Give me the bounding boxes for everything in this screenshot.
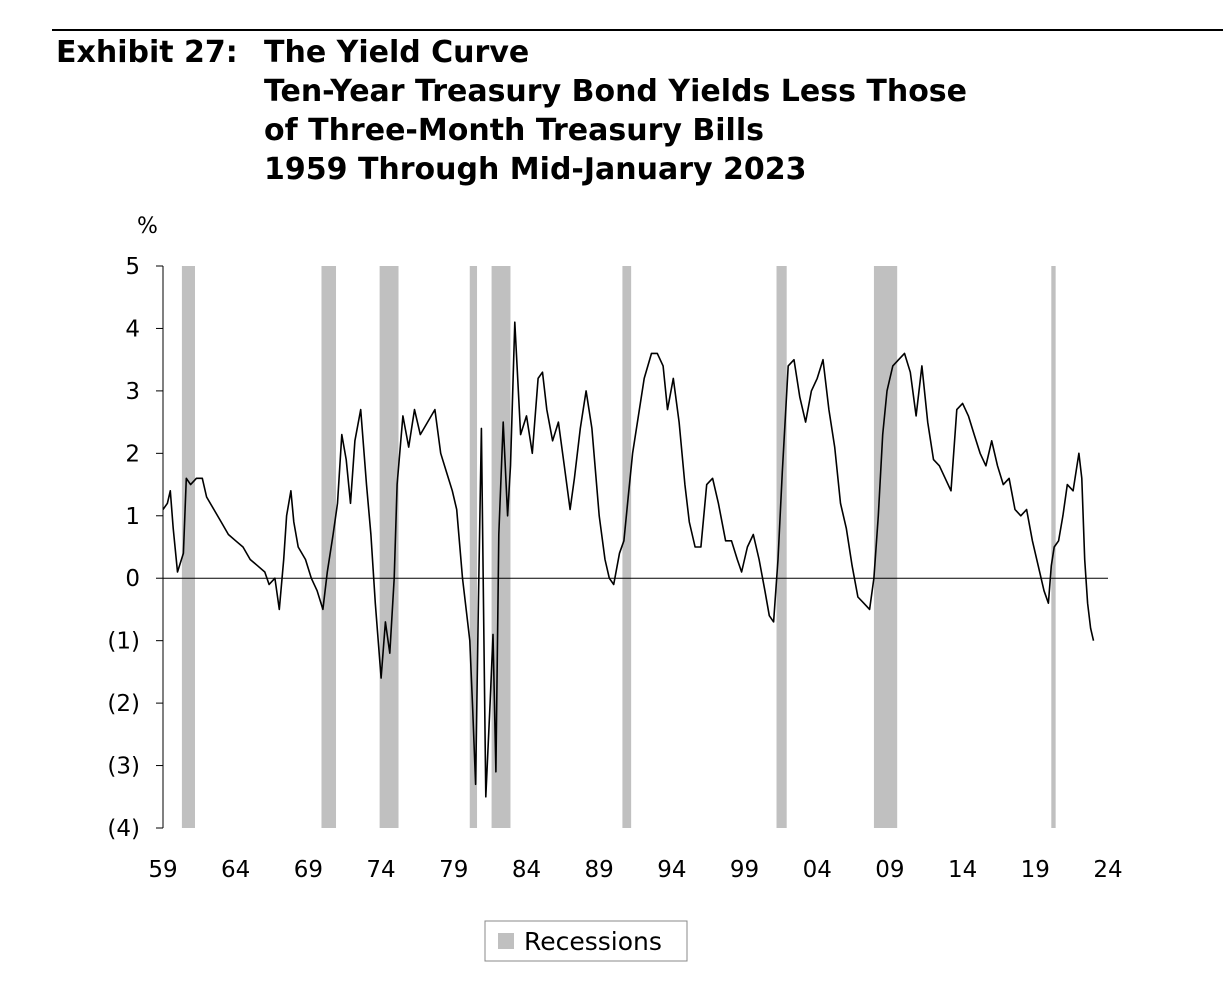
recession-band-4: [469, 266, 478, 828]
x-tick-label: 74: [366, 857, 395, 883]
y-axis: [156, 265, 164, 829]
recession-band-2: [321, 266, 337, 828]
x-tick-label: 24: [1093, 857, 1122, 883]
series-line-layer: [162, 321, 1095, 798]
y-tick-label: 5: [125, 254, 140, 280]
legend-box: [484, 920, 688, 962]
x-tick-label: 94: [657, 857, 686, 883]
x-tick-label: 89: [585, 857, 614, 883]
y-tick-label: 0: [125, 566, 140, 592]
x-tick-label: 84: [512, 857, 541, 883]
legend: Recessions: [484, 920, 688, 962]
x-tick-label: 64: [221, 857, 250, 883]
x-tick-label: 69: [294, 857, 323, 883]
recession-band-8: [873, 266, 898, 828]
y-tick-label: 1: [125, 504, 140, 530]
x-tick-label: 19: [1021, 857, 1050, 883]
y-tick-label: 2: [125, 441, 140, 467]
legend-swatch-recessions: [498, 933, 514, 949]
recession-band-5: [491, 266, 511, 828]
title-line-4: 1959 Through Mid-January 2023: [264, 152, 807, 187]
y-tick-label: (1): [107, 629, 140, 655]
recession-band-6: [622, 266, 632, 828]
title-line-1: The Yield Curve: [264, 35, 530, 70]
recession-band-3: [379, 266, 399, 828]
x-tick-label: 79: [439, 857, 468, 883]
x-tick-label: 99: [730, 857, 759, 883]
y-tick-label: (3): [107, 754, 140, 780]
yield-spread-line: [162, 321, 1095, 798]
y-tick-label: 4: [125, 316, 140, 342]
y-axis-unit-label: %: [137, 214, 158, 239]
recession-band-7: [776, 266, 787, 828]
x-tick-label: 59: [148, 857, 177, 883]
x-tick-label: 04: [803, 857, 832, 883]
exhibit-title: Exhibit 27: The Yield Curve Ten-Year Trea…: [56, 33, 967, 189]
y-tick-label: (4): [107, 816, 140, 842]
recession-bands: [181, 266, 1056, 828]
x-tick-label: 09: [875, 857, 904, 883]
x-tick-label: 14: [948, 857, 977, 883]
recession-band-1: [181, 266, 195, 828]
top-rule: [52, 29, 1223, 31]
y-tick-label: 3: [125, 379, 140, 405]
title-line-3: of Three-Month Treasury Bills: [264, 113, 764, 148]
title-line-2: Ten-Year Treasury Bond Yields Less Those: [264, 74, 968, 109]
y-tick-labels: 5 4 3 2 1 0 (1) (2) (3) (4): [107, 254, 140, 842]
legend-label-recessions: Recessions: [524, 927, 662, 956]
exhibit-label: Exhibit 27:: [56, 35, 238, 70]
x-tick-labels: 59 64 69 74 79 84 89 94 99 04 09 14 19 24: [148, 857, 1122, 883]
y-tick-label: (2): [107, 691, 140, 717]
